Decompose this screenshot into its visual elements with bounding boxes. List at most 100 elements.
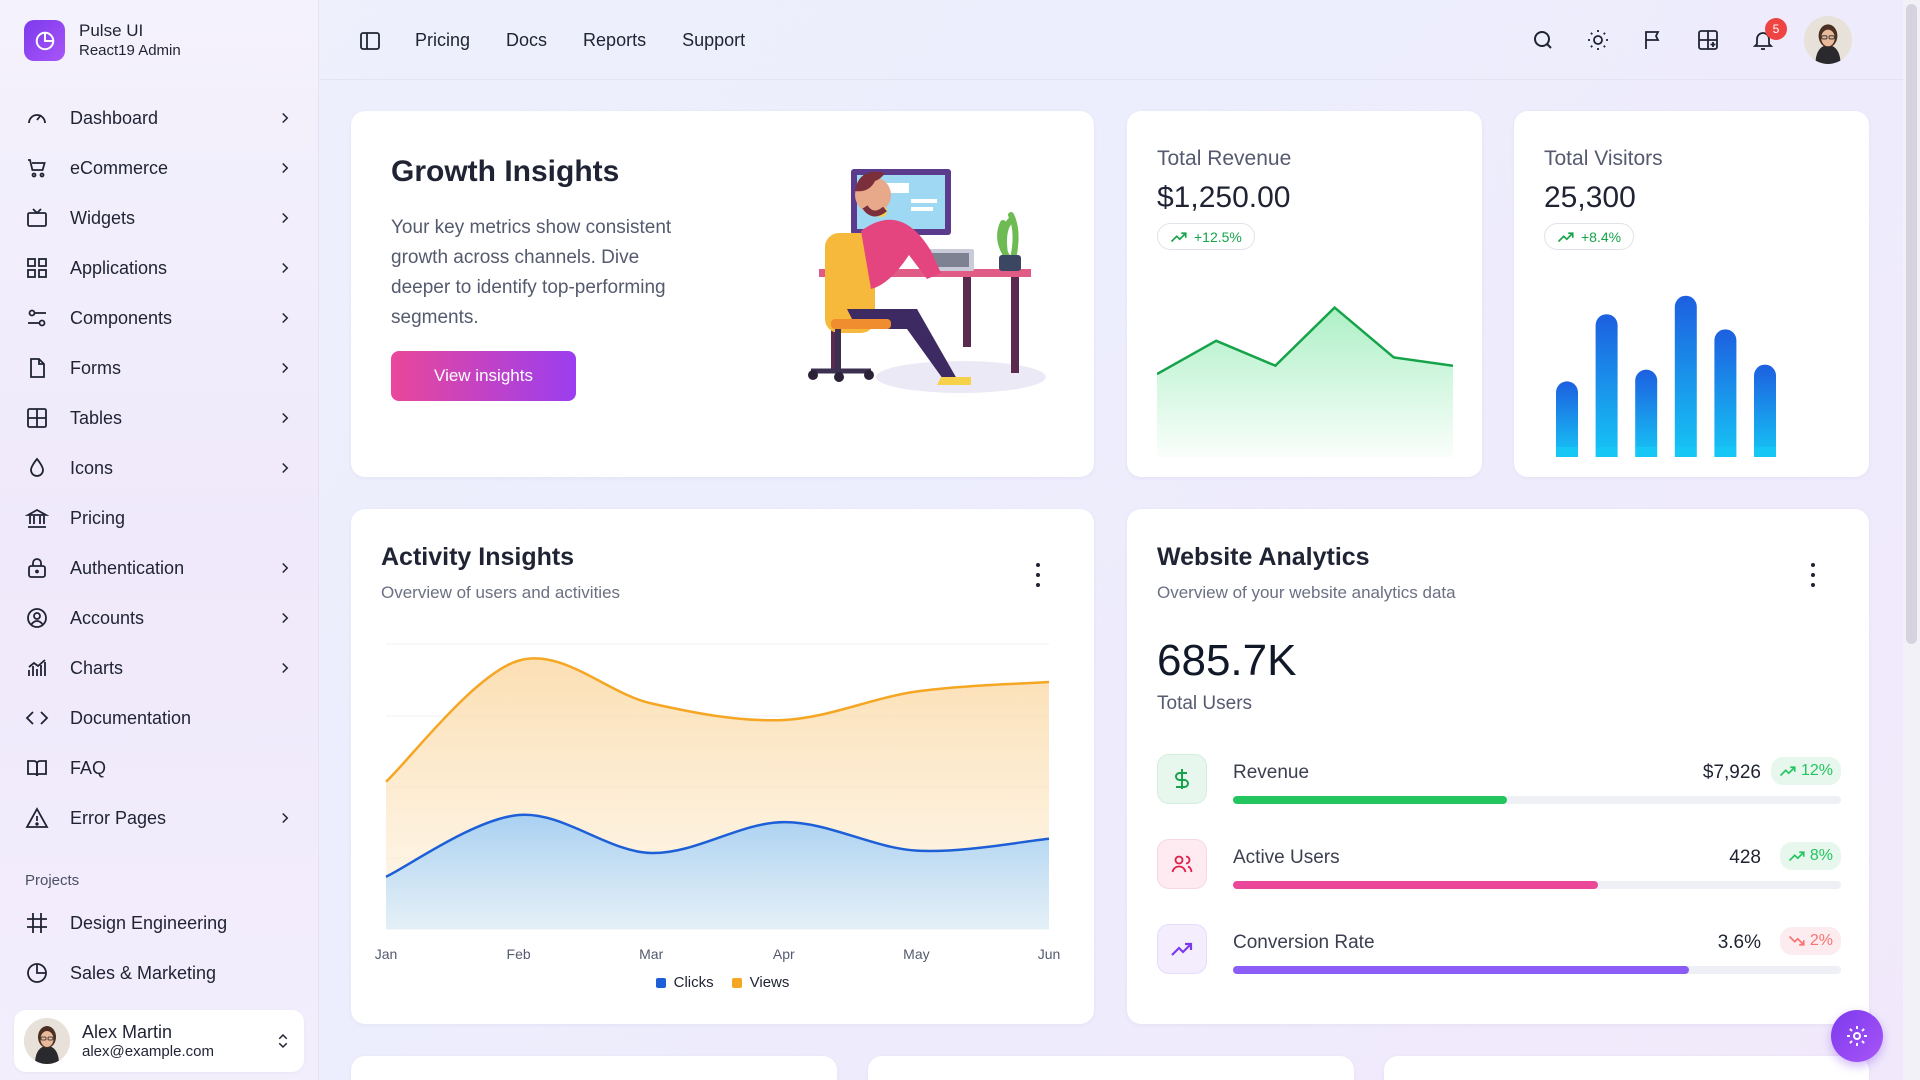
legend-label: Clicks [673,974,714,991]
revenue-area [1157,307,1453,457]
trend-down-icon [1788,935,1805,946]
projects-section-title: Projects [25,872,80,889]
gauge-icon [24,105,50,131]
sidebar-item-charts[interactable]: Charts [24,643,294,693]
user-menu[interactable]: Alex Martin alex@example.com [14,1010,304,1072]
chevrons-up-down-icon [278,1033,288,1049]
progress-track [1233,796,1841,804]
sidebar-item-design-engineering[interactable]: Design Engineering [24,898,294,948]
sidebar-item-error-pages[interactable]: Error Pages [24,793,294,843]
visitors-bar [1595,314,1618,457]
sidebar-item-label: Documentation [70,707,192,728]
sidebar-item-icons[interactable]: Icons [24,443,294,493]
flag-icon[interactable] [1639,26,1667,54]
sliders-icon [24,305,50,331]
desk-illustration [808,169,1046,393]
sidebar-item-applications[interactable]: Applications [24,243,294,293]
chevron-right-icon [282,812,289,824]
sidebar-item-sales-marketing[interactable]: Sales & Marketing [24,948,294,998]
bell-icon[interactable]: 5 [1749,18,1787,54]
sidebar: Pulse UI React19 Admin Dashboard eCommer… [0,0,319,1080]
profile-avatar[interactable] [1804,16,1852,64]
card-preview [351,1056,837,1080]
page-scrollbar[interactable] [1903,0,1920,1080]
revenue-line [1157,305,1453,376]
brand[interactable]: Pulse UI React19 Admin [24,20,181,61]
top-actions: 5 [1529,16,1920,64]
metric-change: 12% [1800,762,1833,779]
sidebar-item-label: FAQ [70,757,107,778]
website-analytics-card: Website Analytics Overview of your websi… [1127,509,1869,1024]
view-insights-button[interactable]: View insights [391,351,576,401]
chevron-right-icon [282,312,289,324]
settings-fab[interactable] [1831,1010,1883,1062]
legend-item-views[interactable]: Views [731,974,789,991]
avatar [24,1018,70,1064]
nav-link-docs[interactable]: Docs [506,30,548,50]
x-tick-label: Jun [1038,946,1061,962]
nav-link-pricing[interactable]: Pricing [415,30,471,50]
visitors-bar [1635,369,1658,457]
chevron-right-icon [282,362,289,374]
sidebar-item-tables[interactable]: Tables [24,393,294,443]
projects-list: Design Engineering Sales & Marketing [24,898,294,998]
progress-fill [1233,966,1689,974]
revenue-change-badge: +12.5% [1157,223,1255,250]
file-icon [24,355,50,381]
visitors-bar-base [1754,447,1776,457]
metric-change: 8% [1809,847,1833,864]
sidebar-item-components[interactable]: Components [24,293,294,343]
sun-icon[interactable] [1584,26,1612,54]
growth-insights-card: Growth Insights Your key metrics show co… [351,111,1094,477]
legend-item-clicks[interactable]: Clicks [655,974,714,991]
more-options-icon[interactable] [1803,563,1823,587]
activity-subtitle: Overview of users and activities [381,583,621,602]
metric-name: Conversion Rate [1233,932,1375,953]
activity-title: Activity Insights [381,543,575,571]
more-options-icon[interactable] [1028,563,1048,587]
sidebar-item-label: Components [70,307,173,328]
metric-conversion-rate: Conversion Rate 3.6% 2% [1157,924,1841,976]
card-preview [1384,1056,1869,1080]
x-tick-label: Apr [773,946,795,962]
metric-change-badge: 8% [1779,842,1841,870]
growth-title: Growth Insights [391,155,620,188]
sidebar-item-label: Accounts [70,607,145,628]
nav-link-support[interactable]: Support [682,30,746,50]
chevron-right-icon [282,112,289,124]
sidebar-item-ecommerce[interactable]: eCommerce [24,143,294,193]
table-icon [24,405,50,431]
sidebar-item-dashboard[interactable]: Dashboard [24,93,294,143]
sidebar-nav: Dashboard eCommerce Widgets Applications… [24,93,294,843]
metric-value: 3.6% [1717,932,1761,953]
sidebar-item-faq[interactable]: FAQ [24,743,294,793]
scrollbar-thumb[interactable] [1906,4,1917,644]
revenue-change: +12.5% [1194,228,1242,245]
chevron-right-icon [282,662,289,674]
sidebar-item-label: Design Engineering [70,912,228,933]
chevron-right-icon [282,212,289,224]
sidebar-item-accounts[interactable]: Accounts [24,593,294,643]
apps-add-icon[interactable] [1694,26,1722,54]
progress-track [1233,881,1841,889]
nav-link-reports[interactable]: Reports [583,30,647,50]
sidebar-item-label: Icons [70,457,114,478]
brand-subtitle: React19 Admin [79,42,181,59]
search-icon[interactable] [1529,26,1557,54]
analytics-title: Website Analytics [1157,543,1370,571]
brand-logo-icon [24,20,65,61]
sidebar-item-forms[interactable]: Forms [24,343,294,393]
x-tick-label: Mar [639,946,663,962]
tv-icon [24,205,50,231]
dollar-icon [1157,754,1207,804]
chart-icon [24,655,50,681]
sidebar-item-widgets[interactable]: Widgets [24,193,294,243]
revenue-value: $1,250.00 [1157,181,1291,214]
total-revenue-card: Total Revenue $1,250.00 +12.5% [1127,111,1482,477]
sidebar-item-pricing[interactable]: Pricing [24,493,294,543]
sidebar-item-authentication[interactable]: Authentication [24,543,294,593]
visitors-bar-chart [1556,295,1776,457]
sidebar-item-documentation[interactable]: Documentation [24,693,294,743]
brand-name: Pulse UI [79,21,144,40]
sidebar-toggle-icon[interactable] [358,29,382,58]
